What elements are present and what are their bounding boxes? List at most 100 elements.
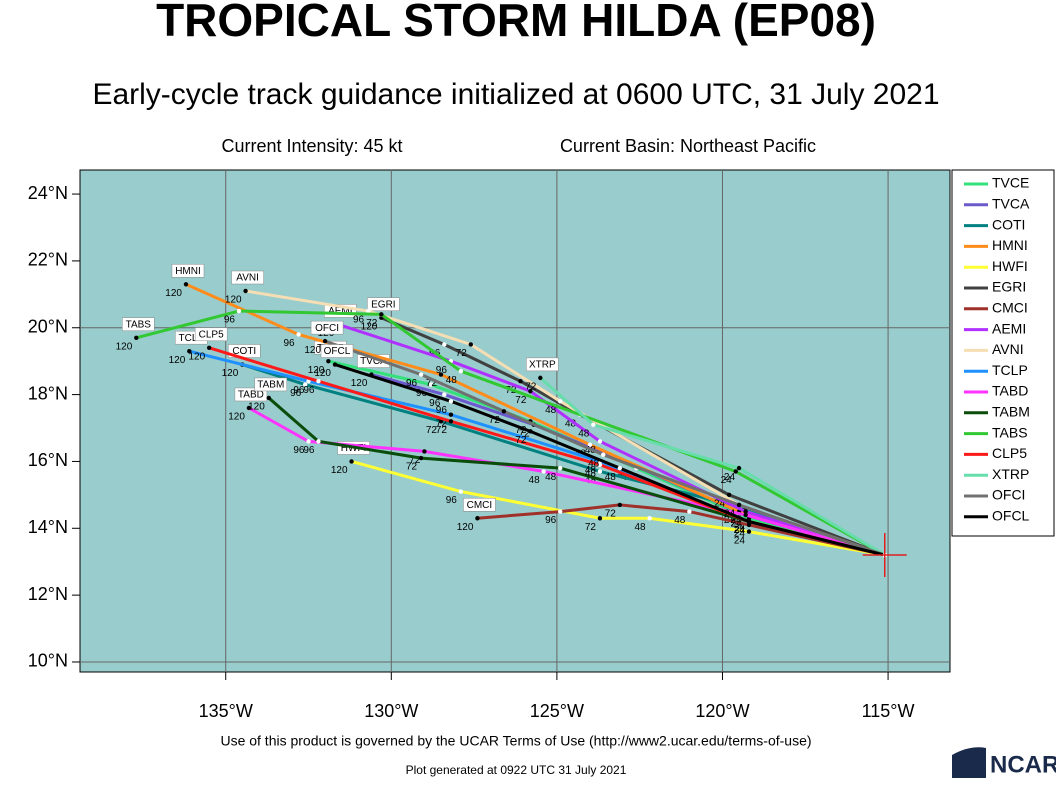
y-tick-label: 10°N (28, 651, 68, 671)
track-point (438, 372, 444, 377)
track-point (316, 379, 321, 384)
track-point (726, 492, 732, 498)
track-point (448, 412, 454, 417)
track-point (365, 308, 371, 314)
hour-label: 96 (416, 388, 428, 399)
chart-title: TROPICAL STORM HILDA (EP08) (156, 0, 876, 46)
track-point (316, 439, 321, 444)
hour-label: 72 (525, 382, 537, 393)
legend-label: HMNI (992, 237, 1028, 253)
track-point (591, 422, 596, 427)
hour-label: 96 (293, 385, 305, 396)
hour-label: 72 (515, 435, 527, 446)
hour-label: 96 (224, 315, 236, 326)
hour-label: 120 (225, 295, 242, 306)
track-point (442, 342, 447, 347)
track-point (647, 516, 652, 521)
hour-label: 120 (361, 321, 378, 332)
track-point (743, 509, 748, 514)
hour-label: 72 (436, 425, 448, 436)
legend-label: TABS (992, 424, 1028, 440)
track-point (349, 459, 354, 464)
track-point (266, 395, 271, 401)
hour-label: 48 (545, 472, 557, 483)
legend-label: OFCL (992, 508, 1030, 524)
hour-label: 48 (634, 522, 646, 533)
y-tick-label: 22°N (28, 250, 68, 270)
hour-label: 48 (588, 458, 600, 469)
track-point (538, 375, 543, 381)
track-point (501, 409, 507, 414)
hour-label: 120 (228, 412, 245, 423)
track-point (558, 399, 563, 404)
hour-label: 24 (734, 525, 746, 536)
hour-label: 72 (426, 425, 438, 436)
hour-label: 120 (314, 368, 331, 379)
hour-label: 72 (585, 522, 597, 533)
legend-label: HWFI (992, 258, 1028, 274)
hour-label: 120 (351, 378, 368, 389)
track-point (746, 529, 752, 534)
track-name: COTI (232, 346, 256, 357)
track-line (334, 363, 886, 557)
track-line (337, 322, 886, 557)
generated-note: Plot generated at 0922 UTC 31 July 2021 (406, 763, 627, 777)
y-tick-label: 12°N (28, 584, 68, 604)
intensity-note: Current Intensity: 45 kt (221, 136, 402, 156)
hour-label: 48 (674, 515, 686, 526)
track-point (475, 516, 480, 521)
y-tick-label: 14°N (28, 517, 68, 537)
track-point (246, 405, 252, 411)
legend-label: AVNI (992, 341, 1024, 357)
hour-label: 120 (169, 355, 186, 366)
hour-label: 24 (714, 499, 726, 510)
track-point (597, 462, 603, 467)
track-name: TCLP (179, 333, 205, 344)
chart-subtitle: Early-cycle track guidance initialized a… (92, 78, 939, 111)
hour-label: 24 (724, 472, 736, 483)
track-point (617, 465, 623, 471)
track-name: AEMI (328, 306, 352, 317)
hour-label: 72 (436, 418, 448, 429)
hour-label: 72 (409, 455, 421, 466)
track-line (380, 316, 886, 557)
hour-label: 48 (565, 418, 577, 429)
y-tick-label: 18°N (28, 383, 68, 403)
name-box (367, 297, 400, 311)
track-point (448, 419, 454, 424)
hour-label: 72 (426, 378, 438, 389)
legend-label: TABD (992, 383, 1028, 399)
track-name: TABD (238, 390, 264, 401)
hour-label: 96 (303, 445, 315, 456)
x-tick-label: 135°W (199, 701, 253, 721)
track-point (322, 338, 328, 344)
track-name: OFCI (315, 323, 339, 334)
hour-label: 96 (293, 445, 305, 456)
terms-note: Use of this product is governed by the U… (220, 733, 811, 749)
hour-label: 24 (734, 525, 746, 536)
legend-label: CLP5 (992, 445, 1027, 461)
hour-label: 72 (366, 318, 378, 329)
hour-label: 24 (734, 525, 746, 536)
track-line (539, 376, 886, 557)
track-point (332, 362, 338, 367)
legend-label: OFCI (992, 487, 1025, 503)
y-tick-label: 20°N (28, 317, 68, 337)
hour-label: 120 (248, 402, 265, 413)
hour-label: 48 (446, 375, 458, 386)
track-name: EGRI (371, 299, 395, 310)
hour-label: 24 (734, 522, 746, 533)
hour-label: 48 (578, 428, 590, 439)
hour-label: 72 (519, 428, 531, 439)
track-point (418, 455, 424, 461)
track-name: CMCI (467, 500, 493, 511)
hour-label: 120 (308, 365, 325, 376)
track-point (597, 516, 603, 521)
legend-label: TABM (992, 404, 1030, 420)
hour-label: 120 (304, 345, 321, 356)
hour-label: 48 (605, 472, 617, 483)
name-box (463, 498, 496, 512)
track-point (458, 489, 464, 494)
x-tick-label: 115°W (862, 701, 915, 721)
